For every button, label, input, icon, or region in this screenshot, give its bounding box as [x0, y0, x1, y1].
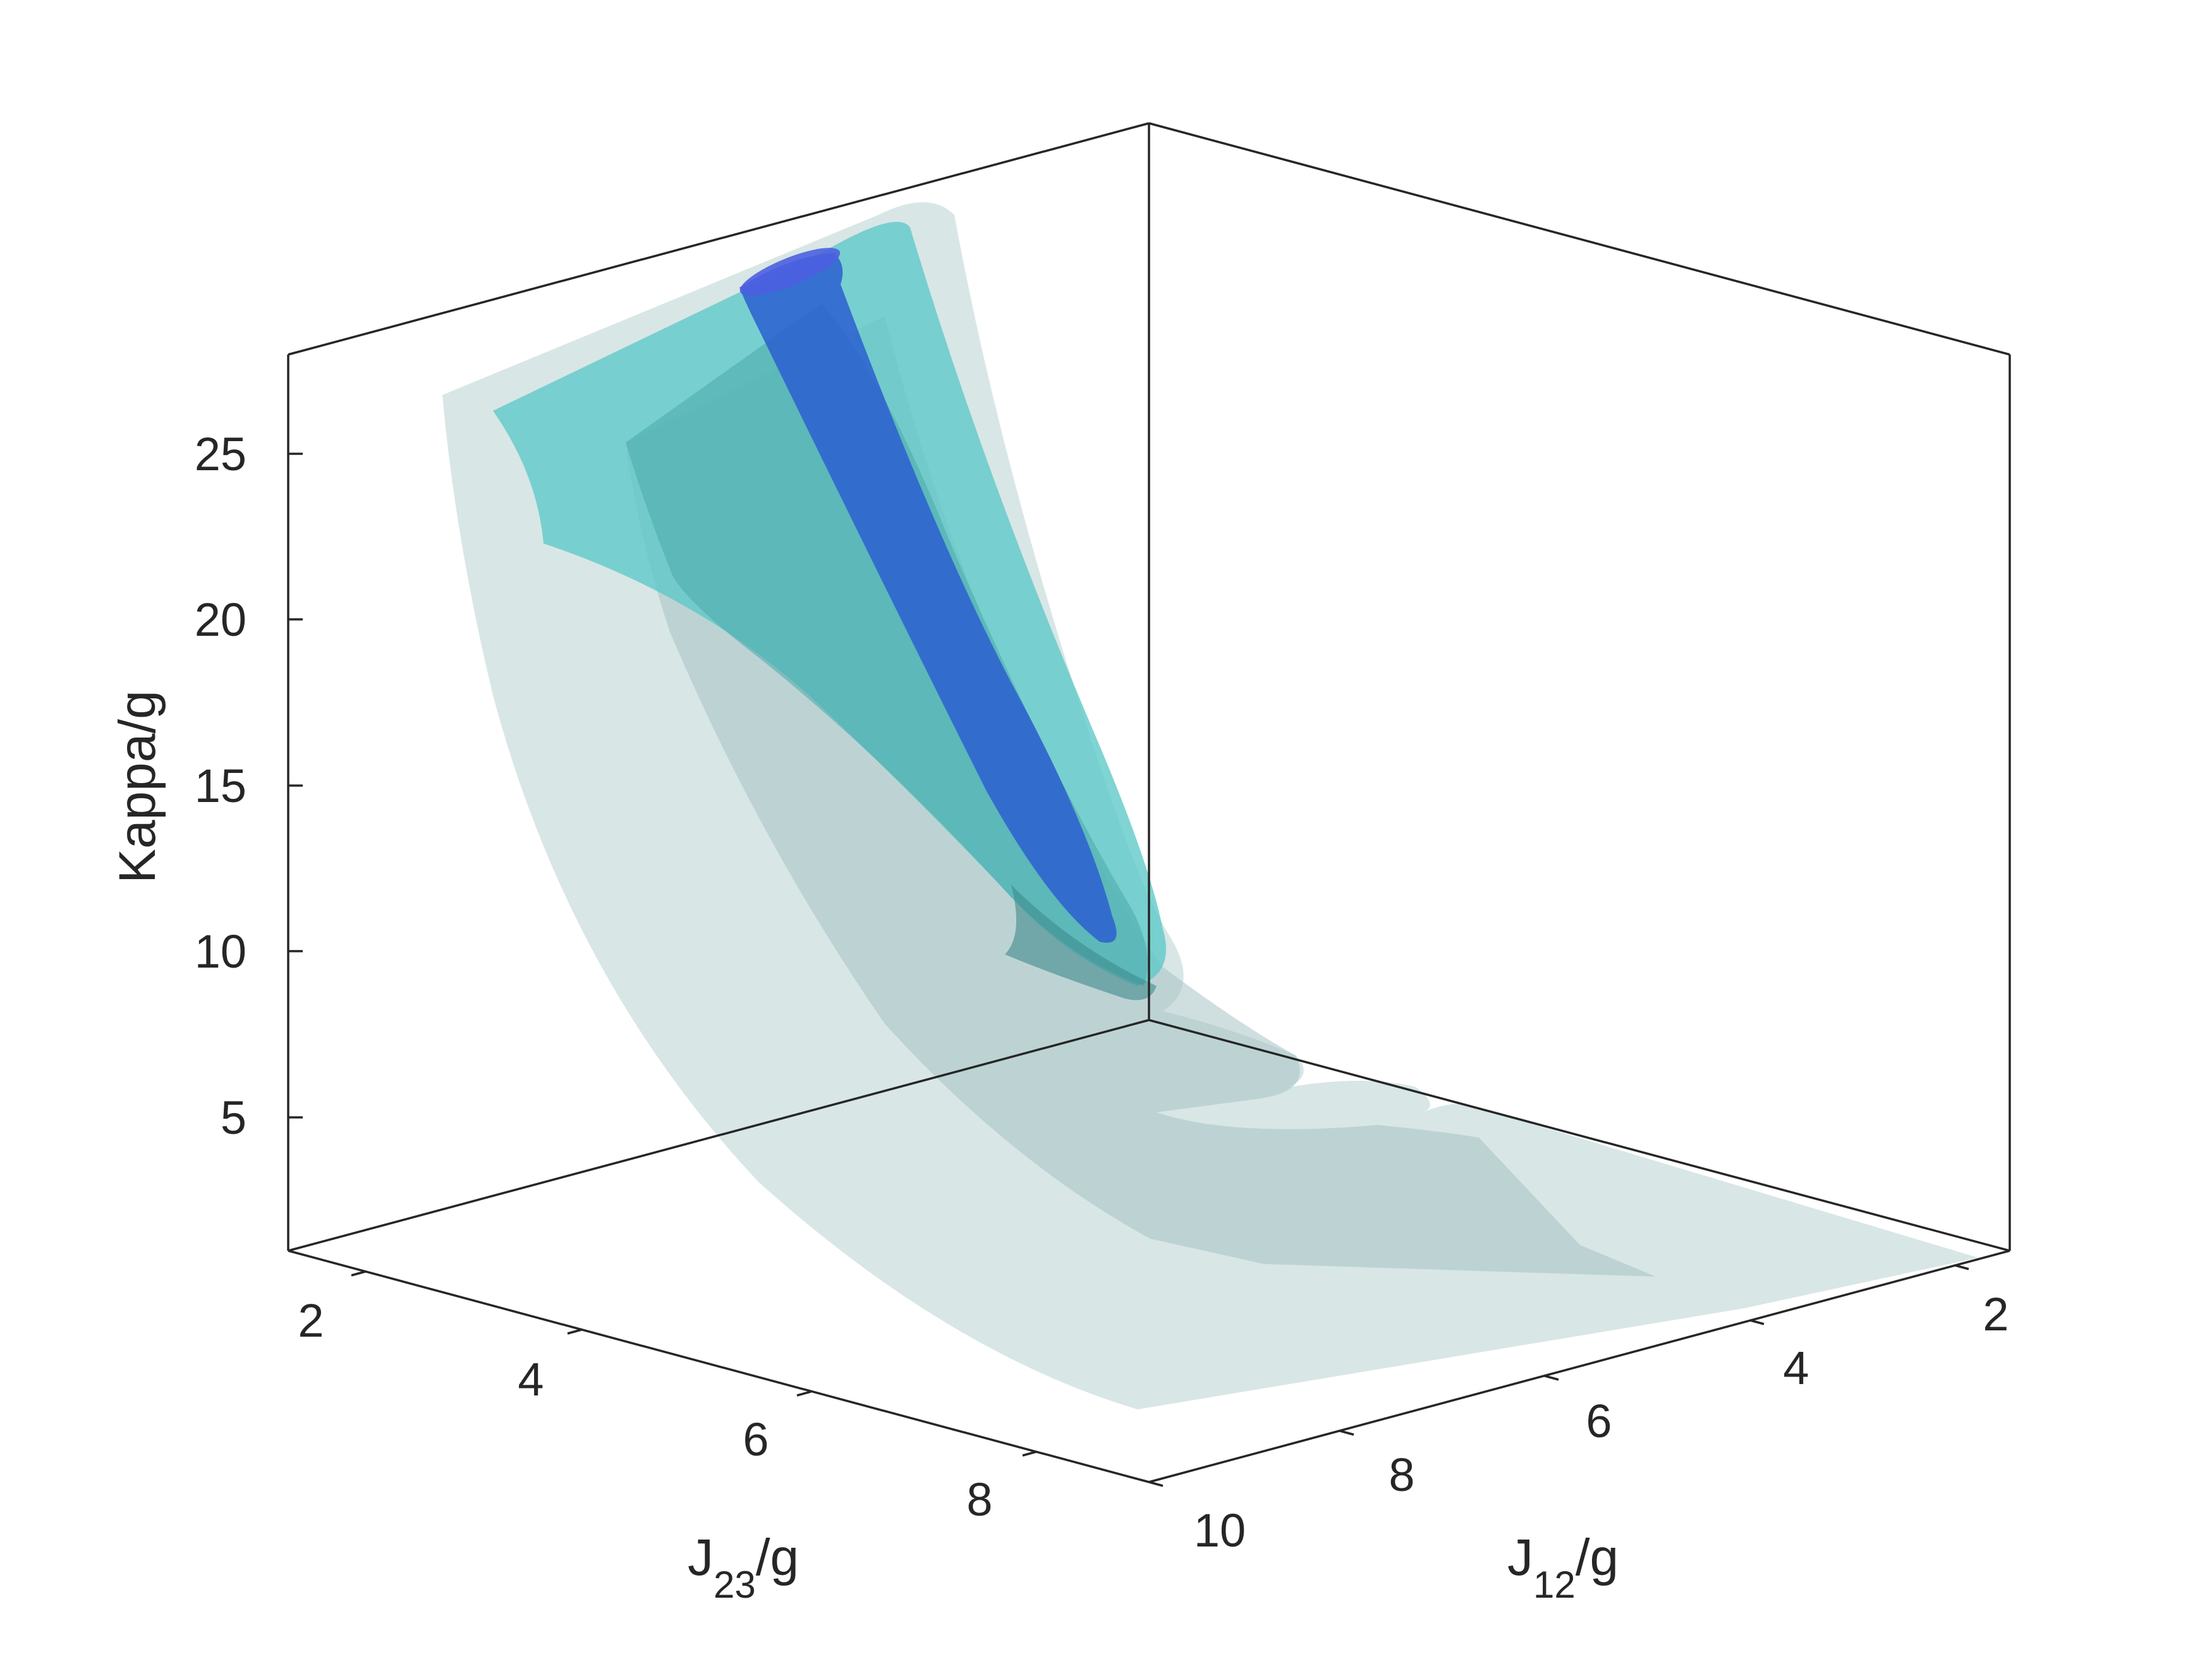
j23-axis: 2 4 6 8 J23/g: [298, 1270, 1037, 1606]
surface-inner: [739, 253, 1117, 943]
j12-axis: 2 4 6 8 10 J12/g: [1148, 1264, 2009, 1606]
j12-axis-title: J12/g: [1507, 1529, 1619, 1606]
j23-tick-label-4: 4: [518, 1353, 544, 1406]
j12-axis-title-sub: 12: [1533, 1564, 1576, 1606]
j12-tick-label-6: 6: [1586, 1395, 1612, 1447]
j12-tick-4: [1749, 1319, 1765, 1325]
j12-tick-8: [1339, 1430, 1354, 1436]
j12-tick-label-8: 8: [1389, 1449, 1414, 1501]
j23-axis-title: J23/g: [688, 1529, 799, 1606]
j12-tick-10: [1148, 1481, 1164, 1487]
kappa-tick-label-20: 20: [195, 593, 246, 646]
j23-tick-2: [351, 1270, 366, 1277]
j23-tick-label-2: 2: [298, 1294, 324, 1347]
kappa-tick-label-15: 15: [195, 760, 246, 812]
kappa-tick-label-25: 25: [195, 428, 246, 480]
kappa-tick-label-10: 10: [195, 925, 246, 978]
j12-tick-label-2: 2: [1983, 1288, 2008, 1340]
axes-box: [287, 122, 2011, 1483]
j12-axis-title-main: J: [1507, 1529, 1533, 1586]
surfaces: [442, 202, 1978, 1409]
kappa-axis-title: Kappa/g: [109, 690, 166, 884]
j12-tick-6: [1544, 1375, 1559, 1381]
j12-axis-title-rest: /g: [1576, 1529, 1619, 1586]
j23-axis-title-main: J: [688, 1529, 714, 1586]
j23-axis-title-rest: /g: [756, 1529, 799, 1586]
j12-tick-2: [1954, 1264, 1969, 1270]
kappa-axis: 5 10 15 20 25 Kappa/g: [109, 428, 303, 1144]
surface-bend-shadow: [1005, 885, 1157, 1000]
j23-axis-title-sub: 23: [714, 1564, 756, 1606]
j23-tick-label-6: 6: [743, 1413, 769, 1466]
j23-tick-8: [1022, 1450, 1037, 1457]
j23-tick-4: [567, 1328, 582, 1335]
j23-tick-6: [796, 1390, 811, 1397]
kappa-tick-label-5: 5: [221, 1091, 246, 1144]
j12-tick-label-10: 10: [1194, 1504, 1246, 1557]
j23-tick-label-8: 8: [966, 1473, 992, 1526]
j12-tick-label-4: 4: [1783, 1342, 1809, 1394]
surface-inner-cap: [739, 248, 841, 296]
